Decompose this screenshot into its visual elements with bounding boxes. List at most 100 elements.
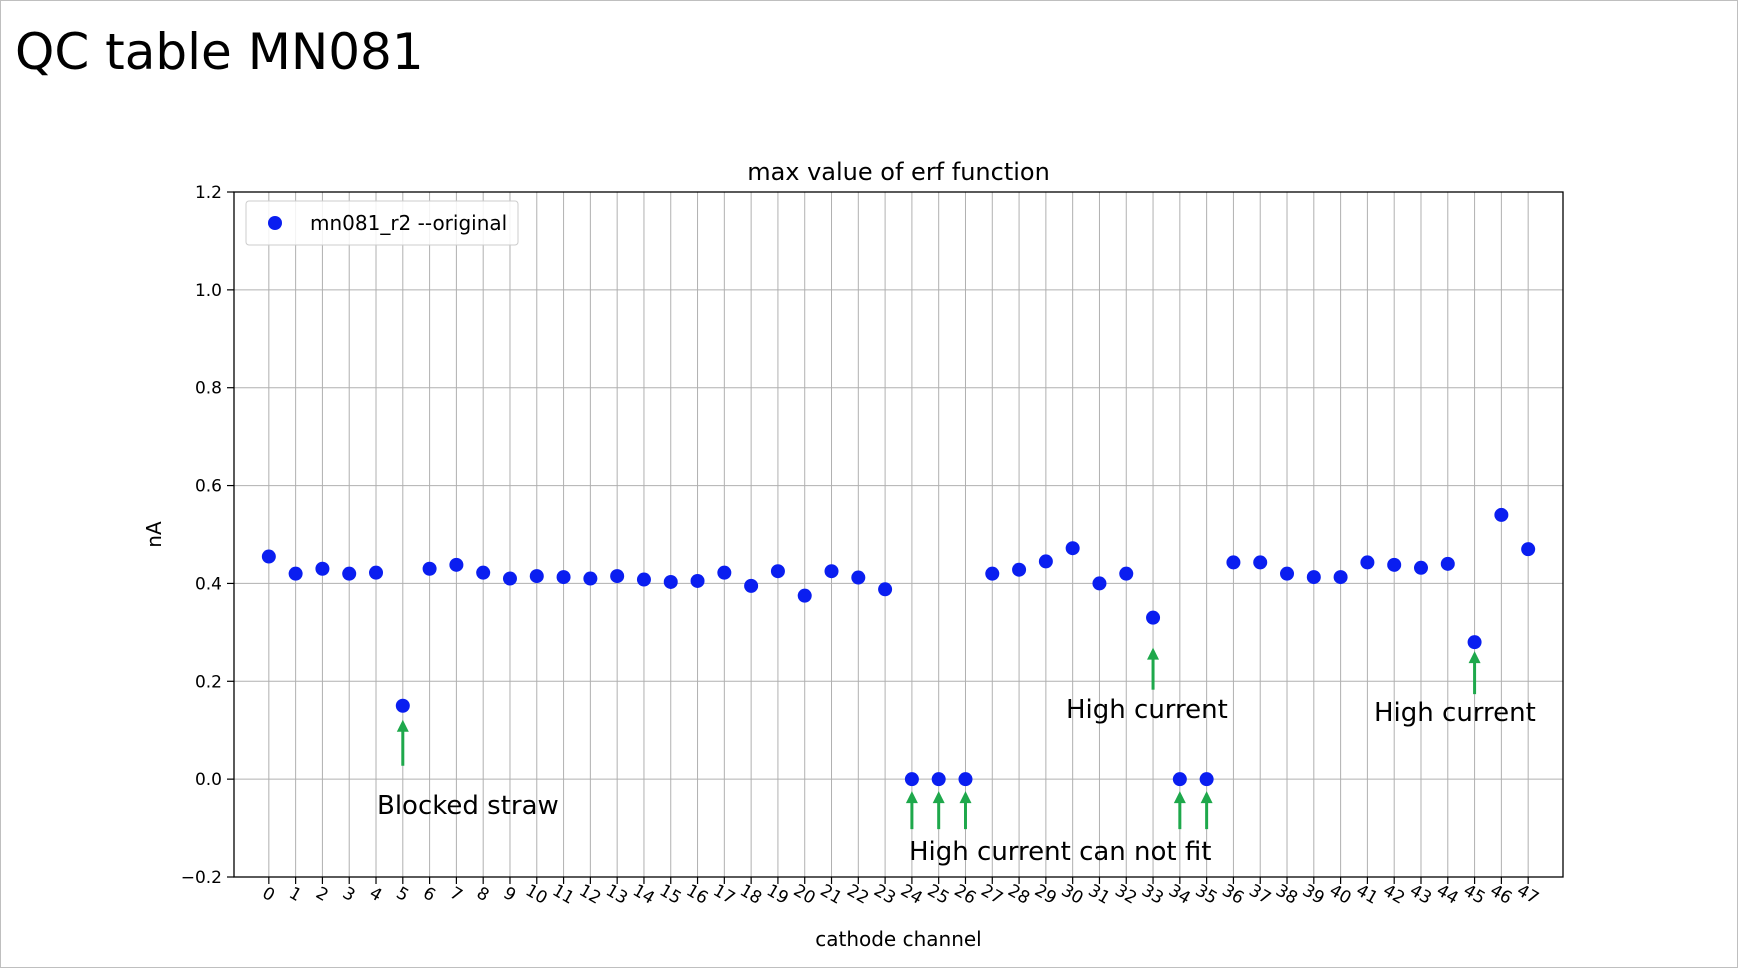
y-tick-label: 1.0 bbox=[195, 281, 222, 301]
data-point bbox=[1360, 555, 1375, 570]
x-tick-label: 6 bbox=[419, 883, 438, 906]
plot-area bbox=[233, 191, 1564, 878]
data-point bbox=[502, 571, 517, 586]
data-point bbox=[315, 561, 330, 576]
data-point bbox=[261, 549, 276, 564]
data-point bbox=[1306, 570, 1321, 585]
data-point bbox=[904, 772, 919, 787]
data-point bbox=[931, 772, 946, 787]
y-tick-label: 0.2 bbox=[195, 672, 222, 692]
x-tick-label: 23 bbox=[870, 881, 899, 909]
data-point bbox=[1280, 566, 1295, 581]
data-point bbox=[1065, 541, 1080, 556]
annotation-arrow bbox=[1173, 791, 1186, 830]
x-tick-label: 13 bbox=[602, 881, 631, 909]
slide-title: QC table MN081 bbox=[15, 23, 424, 81]
annotation-arrow bbox=[1147, 647, 1160, 690]
x-tick-label: 42 bbox=[1379, 881, 1408, 909]
data-point bbox=[1521, 542, 1536, 557]
data-point bbox=[395, 698, 410, 713]
data-point bbox=[1092, 576, 1107, 591]
data-point bbox=[449, 557, 464, 572]
x-tick-label: 43 bbox=[1406, 881, 1435, 909]
data-point bbox=[1012, 562, 1027, 577]
x-tick-label: 14 bbox=[629, 881, 658, 909]
data-point bbox=[342, 566, 357, 581]
x-tick-label: 7 bbox=[446, 883, 465, 906]
legend: mn081_r2 --original bbox=[245, 200, 519, 246]
x-tick-label: 34 bbox=[1165, 881, 1194, 909]
data-point bbox=[985, 566, 1000, 581]
y-tick-label: 1.2 bbox=[195, 183, 222, 203]
annotation-arrow bbox=[1200, 791, 1213, 830]
x-tick-label: 0 bbox=[259, 883, 278, 906]
data-point bbox=[770, 564, 785, 579]
data-point bbox=[1494, 507, 1509, 522]
x-tick-label: 45 bbox=[1460, 881, 1489, 909]
x-tick-label: 2 bbox=[312, 883, 331, 906]
x-tick-label: 33 bbox=[1138, 881, 1167, 909]
x-tick-label: 24 bbox=[897, 881, 926, 909]
x-tick-label: 9 bbox=[500, 883, 519, 906]
chart-title: max value of erf function bbox=[747, 158, 1050, 186]
x-tick-label: 38 bbox=[1272, 881, 1301, 909]
data-points bbox=[261, 507, 1536, 787]
data-point bbox=[476, 565, 491, 580]
data-point bbox=[556, 570, 571, 585]
y-tick-label: 0.0 bbox=[195, 770, 222, 790]
x-tick-label: 10 bbox=[522, 881, 551, 909]
data-point bbox=[529, 569, 544, 584]
annotation-arrow bbox=[932, 791, 945, 830]
data-point bbox=[797, 588, 812, 603]
data-point bbox=[1119, 566, 1134, 581]
x-axis-label: cathode channel bbox=[815, 927, 982, 951]
x-tick-label: 37 bbox=[1245, 881, 1274, 909]
annotation-arrow bbox=[1468, 651, 1481, 695]
legend-label: mn081_r2 --original bbox=[310, 211, 507, 235]
x-tick-label: 25 bbox=[924, 881, 953, 909]
annotation-arrow bbox=[959, 791, 972, 830]
y-axis: −0.2 0.0 0.2 0.4 0.6 0.8 1.0 1.2 bbox=[181, 183, 234, 888]
x-tick-label: 28 bbox=[1004, 881, 1033, 909]
x-tick-label: 1 bbox=[285, 883, 304, 906]
x-tick-label: 21 bbox=[817, 881, 846, 909]
data-point bbox=[878, 582, 893, 597]
data-point bbox=[663, 574, 678, 589]
data-point bbox=[958, 772, 973, 787]
annotation-arrows bbox=[396, 647, 1481, 830]
x-tick-label: 41 bbox=[1353, 881, 1382, 909]
x-tick-label: 27 bbox=[977, 881, 1006, 909]
x-tick-label: 32 bbox=[1111, 881, 1140, 909]
x-tick-label: 44 bbox=[1433, 881, 1462, 909]
data-point bbox=[288, 566, 303, 581]
x-tick-label: 5 bbox=[393, 883, 412, 906]
x-tick-label: 36 bbox=[1219, 881, 1248, 909]
legend-box bbox=[245, 200, 519, 246]
x-tick-label: 22 bbox=[843, 881, 872, 909]
y-axis-label: nA bbox=[142, 521, 166, 548]
data-point bbox=[422, 561, 437, 576]
data-point bbox=[824, 564, 839, 579]
x-tick-label: 31 bbox=[1085, 881, 1114, 909]
y-tick-label: 0.6 bbox=[195, 477, 222, 497]
data-point bbox=[690, 573, 705, 588]
x-axis: 0 1 2 3 4 5 6 7 8 9 101112131415161718192021222324… bbox=[259, 877, 1542, 909]
data-point bbox=[744, 578, 759, 593]
data-point bbox=[1172, 772, 1187, 787]
annotation-high-current-can-not-fit: High current can not fit bbox=[909, 837, 1211, 867]
annotation-arrow bbox=[396, 719, 409, 766]
x-tick-label: 47 bbox=[1513, 881, 1542, 909]
data-point bbox=[636, 572, 651, 587]
data-point bbox=[1038, 554, 1053, 569]
data-point bbox=[610, 569, 625, 584]
y-tick-label: 0.8 bbox=[195, 379, 222, 399]
annotation-arrow bbox=[905, 791, 918, 830]
legend-marker bbox=[268, 216, 282, 230]
y-tick-label: 0.4 bbox=[195, 574, 222, 594]
data-point bbox=[1146, 610, 1161, 625]
data-point bbox=[1226, 555, 1241, 570]
data-point bbox=[1467, 635, 1482, 650]
x-tick-label: 17 bbox=[709, 881, 738, 909]
